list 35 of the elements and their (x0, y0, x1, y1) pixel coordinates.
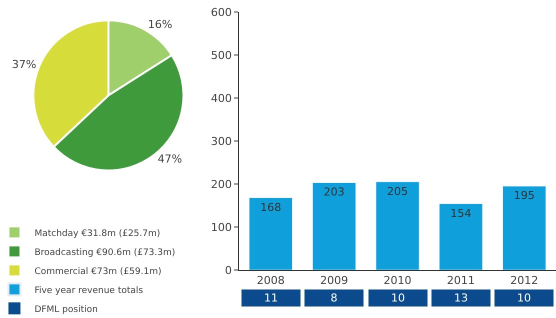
data-label: 154 (450, 206, 472, 220)
y-tick-label: 600 (210, 6, 232, 19)
bar (376, 182, 420, 270)
data-label: 47% (158, 152, 182, 166)
data-label: 16% (148, 18, 172, 32)
y-tick-label: 200 (210, 178, 232, 191)
data-label: 195 (514, 189, 535, 202)
y-tick-label: 100 (210, 220, 232, 234)
data-label: 203 (324, 186, 345, 199)
x-tick-label: 2009 (320, 274, 348, 288)
data-label: 11 (264, 292, 278, 304)
data-label: 205 (387, 184, 408, 198)
y-tick-label: 300 (210, 134, 232, 148)
x-tick-label: 2008 (256, 274, 285, 288)
bar (248, 198, 293, 270)
data-label: 168 (260, 200, 282, 214)
data-label: 8 (330, 292, 338, 304)
bar (312, 182, 356, 270)
x-tick-label: 2012 (510, 274, 538, 288)
data-label: 37% (12, 58, 36, 72)
legend-label: Matchday €31.8m (£25.7m) (34, 228, 160, 239)
legend-label: Commercial €73m (£59.1m) (34, 266, 162, 277)
y-tick-label: 500 (210, 48, 232, 62)
data-label: 10 (391, 292, 405, 304)
x-tick-label: 2010 (384, 274, 412, 288)
legend-label: Five year revenue totals (34, 286, 144, 296)
y-tick-label: 400 (210, 92, 232, 105)
y-tick-label: 0 (224, 264, 232, 277)
data-label: 10 (517, 292, 531, 304)
legend-label: Broadcasting €90.6m (£73.3m) (34, 248, 176, 258)
x-tick-label: 2011 (446, 274, 475, 288)
legend-label: DFML position (34, 304, 98, 315)
bar (502, 186, 546, 270)
bar (439, 204, 483, 270)
data-label: 13 (454, 292, 468, 304)
